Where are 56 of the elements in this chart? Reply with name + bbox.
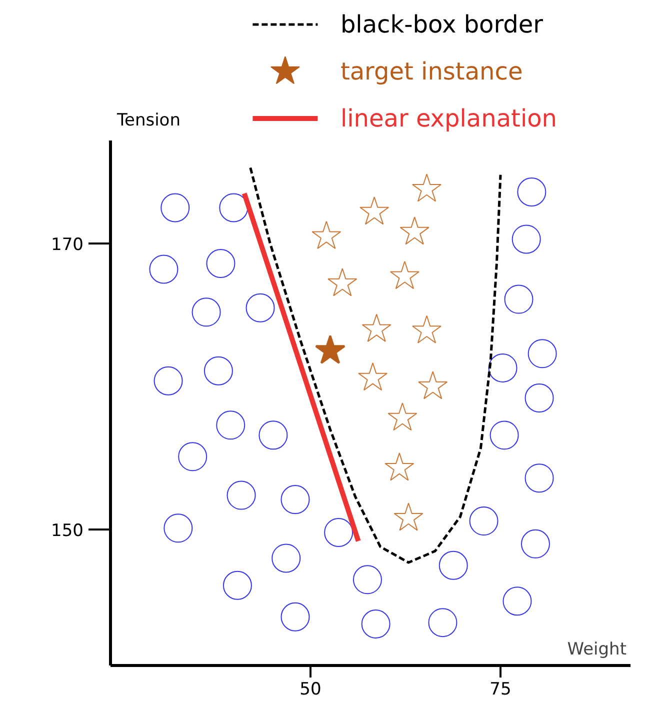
point	[360, 196, 390, 225]
point	[524, 464, 554, 493]
point	[400, 216, 430, 245]
point	[328, 268, 358, 296]
point	[524, 384, 554, 412]
line-series	[249, 166, 502, 564]
x-tick-label: 50	[300, 680, 322, 700]
legend-label: linear explanation	[340, 104, 557, 132]
y-axis-title: Tension	[116, 110, 180, 130]
point	[352, 565, 382, 594]
point	[192, 298, 221, 327]
point	[469, 506, 498, 536]
point	[164, 514, 193, 543]
point	[394, 502, 424, 531]
point	[204, 356, 233, 386]
legend-label: black-box border	[340, 10, 544, 38]
point	[222, 570, 252, 600]
point	[384, 452, 414, 481]
point	[412, 315, 442, 344]
point	[362, 314, 392, 342]
point	[358, 362, 388, 391]
point	[280, 485, 310, 514]
y-tick-label: 170	[51, 234, 84, 255]
point	[490, 420, 519, 450]
point	[504, 284, 534, 314]
point	[216, 410, 246, 440]
point	[149, 254, 178, 284]
point	[314, 334, 346, 364]
point	[418, 371, 448, 400]
point	[258, 420, 288, 450]
x-axis-title: Weight	[567, 640, 627, 660]
point	[517, 178, 546, 206]
legend-label: target instance	[340, 58, 523, 86]
point	[512, 224, 541, 254]
point	[246, 293, 275, 322]
point	[324, 518, 354, 547]
point	[528, 339, 557, 368]
point	[361, 610, 390, 638]
point	[160, 193, 190, 222]
point	[412, 174, 442, 202]
point	[488, 353, 518, 382]
point	[226, 480, 256, 510]
point	[390, 260, 420, 290]
point	[312, 220, 342, 249]
point	[502, 586, 532, 616]
point	[154, 366, 183, 396]
point	[206, 249, 236, 278]
point	[388, 402, 418, 431]
point	[280, 602, 310, 632]
point	[272, 544, 301, 573]
y-tick-label: 150	[51, 521, 84, 542]
x-tick-label: 75	[490, 680, 512, 700]
point	[178, 442, 208, 472]
point	[438, 550, 468, 580]
point	[520, 529, 550, 558]
point	[428, 608, 458, 638]
